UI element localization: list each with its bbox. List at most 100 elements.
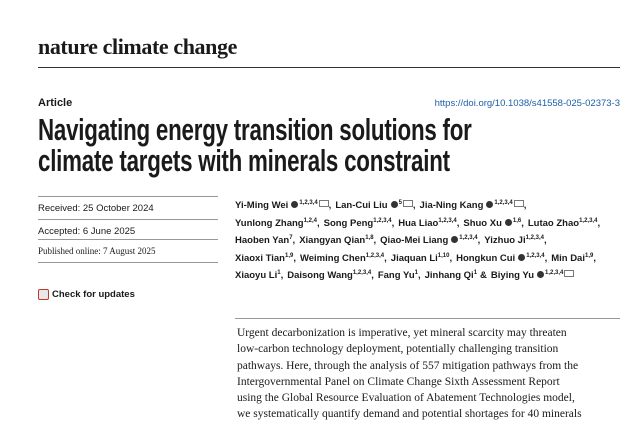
affiliation: 1,2,3,4 xyxy=(526,252,545,259)
published-date: Published online: 7 August 2025 xyxy=(38,239,218,256)
author-name[interactable]: Weiming Chen xyxy=(299,252,366,264)
article-type: Article xyxy=(38,97,73,109)
separator: , xyxy=(417,270,421,282)
author-name[interactable]: Lan-Cui Liu xyxy=(335,200,388,211)
author-line: Yi-Ming Wei 1,2,3,4, Lan-Cui Liu 5, Jia-Ning… xyxy=(235,197,604,215)
affiliation: 1,9 xyxy=(584,252,594,259)
check-updates[interactable]: Check for updates xyxy=(38,289,135,300)
separator: & xyxy=(480,270,487,282)
affiliation: 1,2,3,4 xyxy=(494,200,513,206)
orcid-icon[interactable] xyxy=(537,271,545,279)
author-line: Yunlong Zhang1,2,4, Song Peng1,2,3,4, Hua … xyxy=(235,215,604,233)
abstract-rule xyxy=(235,318,620,319)
email-icon[interactable] xyxy=(402,200,413,207)
separator: , xyxy=(412,200,416,211)
received-date: Received: 25 October 2024 xyxy=(38,196,218,214)
author-name[interactable]: Jia-Ning Kang xyxy=(419,200,484,211)
affiliation: 1,2,3,4 xyxy=(545,270,564,277)
affiliation: 1 xyxy=(277,270,281,277)
doi-link[interactable]: https://doi.org/10.1038/s41558-025-02373… xyxy=(434,98,620,109)
author-name[interactable]: Shuo Xu xyxy=(463,217,502,229)
author-name[interactable]: Daisong Wang xyxy=(287,270,353,282)
check-text[interactable]: Check for updates xyxy=(52,289,135,300)
abstract-line: using the Global Resource Evaluation of … xyxy=(237,392,575,405)
title-line: climate targets with minerals constraint xyxy=(38,143,450,178)
separator: , xyxy=(521,217,524,229)
email-icon[interactable] xyxy=(564,270,575,278)
affiliation: 1,8 xyxy=(365,235,374,242)
affiliation: 1,2,3,4 xyxy=(438,217,457,224)
affiliation: 1,2,3,4 xyxy=(579,217,598,224)
orcid-icon[interactable] xyxy=(518,253,526,261)
orcid-icon[interactable] xyxy=(504,218,512,226)
author-line: Xiaoxi Tian1,9, Weiming Chen1,2,3,4, Jiaqu… xyxy=(235,250,604,268)
email-icon[interactable] xyxy=(318,200,329,207)
author-name[interactable]: Jiaquan Li xyxy=(390,252,438,264)
title-line: Navigating energy transition solutions f… xyxy=(38,112,472,147)
header-rule xyxy=(38,67,620,68)
abstract-line: Intergovernmental Panel on Climate Chang… xyxy=(237,375,560,388)
author-line: Haoben Yan7, Xiangyan Qian1,8, Qiao-Mei Li… xyxy=(235,232,604,250)
author-name[interactable]: Hua Liao xyxy=(398,217,439,229)
accepted-date: Accepted: 6 June 2025 xyxy=(38,219,218,237)
affiliation: 1,6 xyxy=(512,217,522,224)
abstract-line: Urgent decarbonization is imperative, ye… xyxy=(237,327,567,339)
author-name[interactable]: Lutao Zhao xyxy=(527,217,580,229)
author-name[interactable]: Song Peng xyxy=(323,217,374,229)
abstract: Urgent decarbonization is imperative, ye… xyxy=(237,325,582,423)
orcid-icon[interactable] xyxy=(486,201,494,208)
affiliation: 1,2,3,4 xyxy=(373,217,392,224)
author-name[interactable]: Yunlong Zhang xyxy=(235,217,304,229)
affiliation: 1,2,4 xyxy=(303,217,317,224)
author-line: Xiaoyu Li1, Daisong Wang1,2,3,4, Fang Yu1,… xyxy=(235,267,604,285)
author-name[interactable]: Biying Yu xyxy=(490,270,535,282)
author-name[interactable]: Hongkun Cui xyxy=(456,252,516,264)
separator: , xyxy=(293,252,296,264)
separator: , xyxy=(316,217,320,229)
separator: , xyxy=(371,270,374,282)
author-name[interactable]: Xiangyan Qian xyxy=(299,235,366,247)
author-name[interactable]: Yizhuo Ji xyxy=(484,235,526,247)
affiliation: 1,2,3,4 xyxy=(365,252,385,259)
orcid-icon[interactable] xyxy=(291,201,299,208)
separator: , xyxy=(544,252,548,264)
orcid-icon[interactable] xyxy=(451,236,459,244)
separator: , xyxy=(328,200,332,211)
affiliation: 1,2,3,4 xyxy=(525,235,544,242)
separator: , xyxy=(292,235,296,247)
abstract-line: we systematically quantify demand and po… xyxy=(237,408,582,421)
author-name[interactable]: Qiao-Mei Liang xyxy=(380,235,449,247)
journal-name[interactable]: nature climate change xyxy=(38,34,237,59)
affiliation: 1,10 xyxy=(437,252,450,259)
author-name[interactable]: Yi-Ming Wei xyxy=(235,200,289,211)
separator: , xyxy=(391,217,395,229)
author-name[interactable]: Xiaoxi Tian xyxy=(235,252,285,264)
separator: , xyxy=(523,200,527,211)
check-icon xyxy=(38,289,49,300)
separator: , xyxy=(593,252,596,264)
separator: , xyxy=(449,252,453,264)
affiliation: 1,2,3,4 xyxy=(352,270,372,277)
author-name[interactable]: Fang Yu xyxy=(377,270,415,282)
abstract-line: low-carbon technology deployment, potent… xyxy=(237,343,559,356)
separator: , xyxy=(384,252,387,264)
author-name[interactable]: Jinhang Qi xyxy=(424,270,474,282)
orcid-icon[interactable] xyxy=(390,201,398,208)
affiliation: 1 xyxy=(473,270,478,277)
email-icon[interactable] xyxy=(513,200,524,207)
date-rule xyxy=(38,262,218,281)
author-name[interactable]: Haoben Yan xyxy=(235,235,290,247)
article-title: Navigating energy transition solutions f… xyxy=(38,114,472,176)
affiliation: 5 xyxy=(398,200,402,206)
author-name[interactable]: Min Dai xyxy=(551,252,585,264)
separator: , xyxy=(280,270,284,282)
author-name[interactable]: Xiaoyu Li xyxy=(235,270,278,282)
separator: , xyxy=(456,217,460,229)
abstract-line: pathways. Here, through the analysis of … xyxy=(237,359,579,372)
separator: , xyxy=(373,235,377,247)
separator: , xyxy=(477,235,481,247)
affiliation: 1,2,3,4 xyxy=(459,235,478,242)
author-list: Yi-Ming Wei 1,2,3,4, Lan-Cui Liu 5, Jia-Ning… xyxy=(235,197,604,285)
affiliation: 1,2,3,4 xyxy=(299,200,318,206)
